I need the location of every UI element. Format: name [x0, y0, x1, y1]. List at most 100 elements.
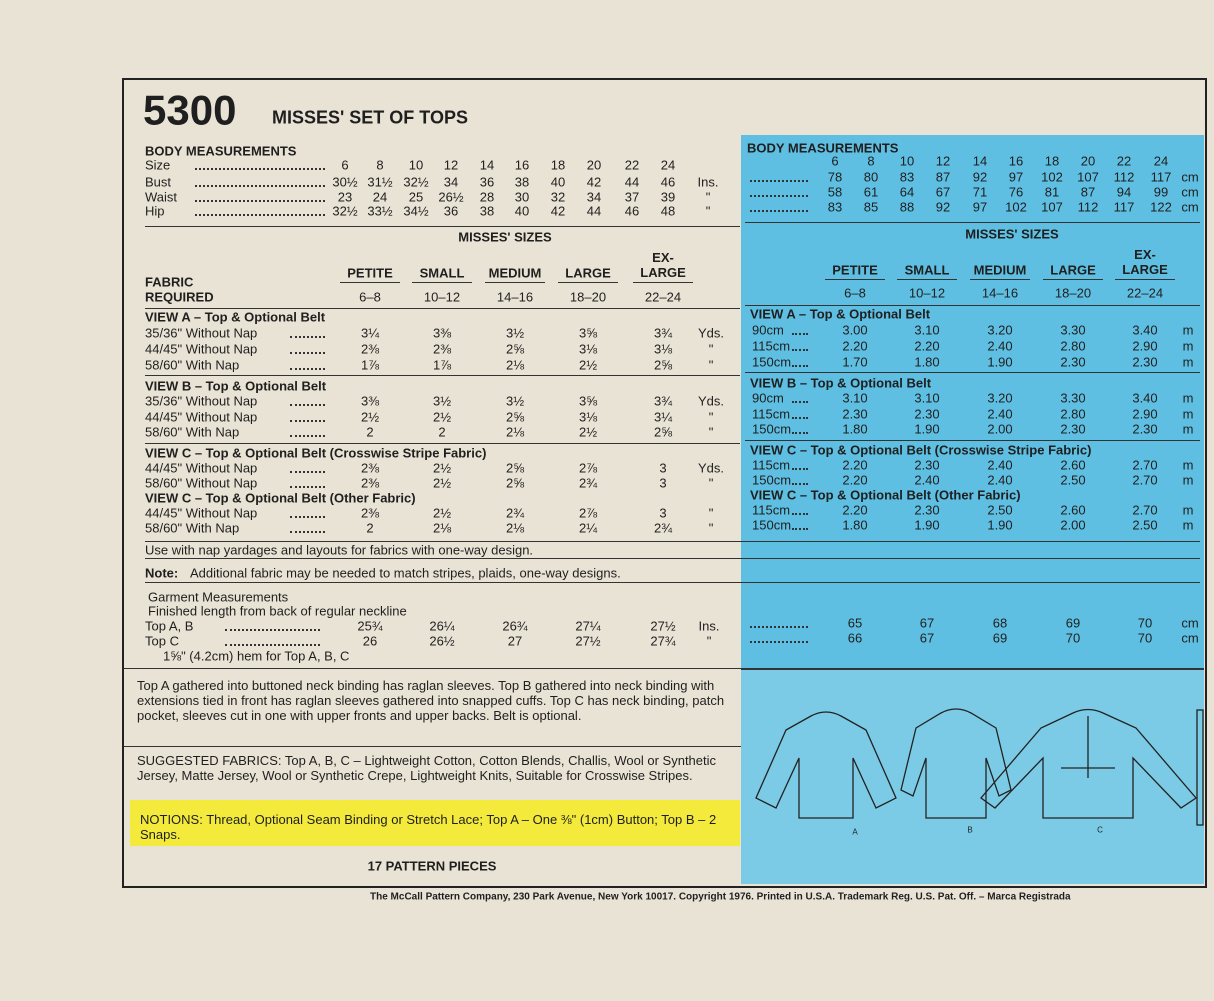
measurement: 28	[479, 189, 495, 205]
note-label: Note:	[145, 565, 179, 581]
underline	[412, 282, 472, 283]
measurement: 78	[827, 169, 843, 185]
length: 70	[1137, 615, 1153, 631]
label: NOTIONS:	[140, 812, 207, 827]
measurement: 36	[479, 174, 495, 190]
unit: cm	[1181, 199, 1199, 215]
measurement: 16	[1008, 153, 1024, 169]
fabric-label: REQUIRED	[145, 289, 214, 305]
unit: Ins.	[697, 174, 719, 190]
measurement: 34½	[403, 203, 429, 219]
view-label: C	[1097, 825, 1103, 835]
meterage: 2.40	[987, 406, 1013, 422]
view-title: VIEW A – Top & Optional Belt	[145, 309, 326, 325]
measurement: 8	[376, 157, 384, 173]
measurement: 40	[514, 203, 530, 219]
measurement: 107	[1077, 169, 1099, 185]
meterage: 2.30	[914, 502, 940, 518]
unit: "	[708, 475, 714, 491]
yardage: 3⅜	[360, 393, 380, 409]
yardage: 2⅜	[360, 460, 380, 476]
measurement: 32½	[332, 203, 358, 219]
unit: cm	[1181, 615, 1199, 631]
length: 69	[992, 630, 1008, 646]
measurement: 24	[1153, 153, 1169, 169]
yardage: 2½	[360, 409, 380, 425]
footer: The McCall Pattern Company, 230 Park Ave…	[370, 891, 1071, 903]
measurement: 48	[660, 203, 676, 219]
unit: m	[1182, 457, 1194, 473]
measurement: 24	[660, 157, 676, 173]
meterage: 2.60	[1060, 502, 1086, 518]
meterage: 2.40	[987, 457, 1013, 473]
rule	[124, 746, 741, 747]
dot-leader	[290, 471, 325, 473]
measurement: 12	[935, 153, 951, 169]
fabric-label: FABRIC	[145, 274, 194, 290]
meterage: 2.20	[914, 338, 940, 354]
yardage: 1⅞	[360, 357, 380, 373]
yardage: 2⅝	[505, 475, 525, 491]
border-box	[122, 78, 1207, 888]
fabric-width: 58/60" With Nap	[145, 424, 240, 440]
size-name: MEDIUM	[488, 265, 542, 281]
measurement: 24	[372, 189, 388, 205]
measurement: 102	[1041, 169, 1063, 185]
meterage: 3.40	[1132, 322, 1158, 338]
size-range: 6–8	[359, 289, 381, 305]
yardage: 3⅜	[432, 325, 452, 341]
measurement: 61	[863, 184, 879, 200]
view-label: A	[852, 827, 858, 837]
dot-leader	[792, 365, 808, 367]
yardage: 3¼	[360, 325, 380, 341]
fabric-width: 44/45" Without Nap	[145, 505, 258, 521]
measurement: 102	[1005, 199, 1027, 215]
meterage: 3.30	[1060, 322, 1086, 338]
length: 26½	[429, 633, 455, 649]
yardage: 2¾	[653, 520, 673, 536]
size-range: 14–16	[981, 285, 1019, 301]
measurement: 46	[660, 174, 676, 190]
measurement: 30	[514, 189, 530, 205]
measurement: 25	[408, 189, 424, 205]
yardage: 3¾	[653, 393, 673, 409]
meterage: 2.70	[1132, 472, 1158, 488]
meterage: 1.90	[987, 517, 1013, 533]
size-range: 18–20	[1054, 285, 1092, 301]
unit: m	[1182, 517, 1194, 533]
yardage: 2½	[432, 460, 452, 476]
yardage: 2¾	[505, 505, 525, 521]
unit: "	[708, 341, 714, 357]
yardage: 2	[438, 424, 446, 440]
row-label: Top A, B	[145, 618, 194, 634]
yardage: 3¼	[653, 409, 673, 425]
view-title: VIEW C – Top & Optional Belt (Crosswise …	[750, 442, 1092, 458]
yardage: 3¾	[653, 325, 673, 341]
meterage: 1.80	[914, 354, 940, 370]
yardage: 2⅛	[432, 520, 452, 536]
fabric-width: 35/36" Without Nap	[145, 393, 258, 409]
meterage: 2.20	[842, 502, 868, 518]
rule	[745, 222, 1200, 223]
fabric-width: 115cm	[752, 338, 791, 354]
yardage: 3½	[432, 393, 452, 409]
unit: cm	[1181, 630, 1199, 646]
suggested-fabrics: SUGGESTED FABRICS: Top A, B, C – Lightwe…	[137, 753, 732, 783]
pattern-pieces: 17 PATTERN PIECES	[367, 858, 497, 874]
meterage: 3.30	[1060, 390, 1086, 406]
measurement: 87	[935, 169, 951, 185]
row-label: Top C	[145, 633, 179, 649]
fabric-width: 115cm	[752, 502, 791, 518]
measurement: 112	[1113, 169, 1135, 185]
yardage: 2⅜	[360, 505, 380, 521]
length: 70	[1065, 630, 1081, 646]
notions: NOTIONS: Thread, Optional Seam Binding o…	[140, 812, 735, 842]
rule	[145, 558, 1200, 559]
row-label: Waist	[145, 189, 178, 205]
meterage: 2.80	[1060, 406, 1086, 422]
yardage: 3⅛	[578, 341, 598, 357]
size-name: SMALL	[419, 265, 465, 281]
measurement: 83	[899, 169, 915, 185]
meterage: 1.80	[842, 421, 868, 437]
meterage: 2.00	[987, 421, 1013, 437]
